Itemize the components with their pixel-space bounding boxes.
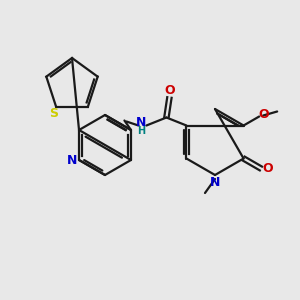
Text: N: N — [67, 154, 77, 166]
Text: O: O — [164, 84, 175, 97]
Text: N: N — [136, 116, 147, 129]
Text: S: S — [49, 107, 58, 120]
Text: N: N — [210, 176, 220, 188]
Text: H: H — [137, 125, 146, 136]
Text: O: O — [262, 162, 273, 175]
Text: O: O — [259, 108, 269, 121]
